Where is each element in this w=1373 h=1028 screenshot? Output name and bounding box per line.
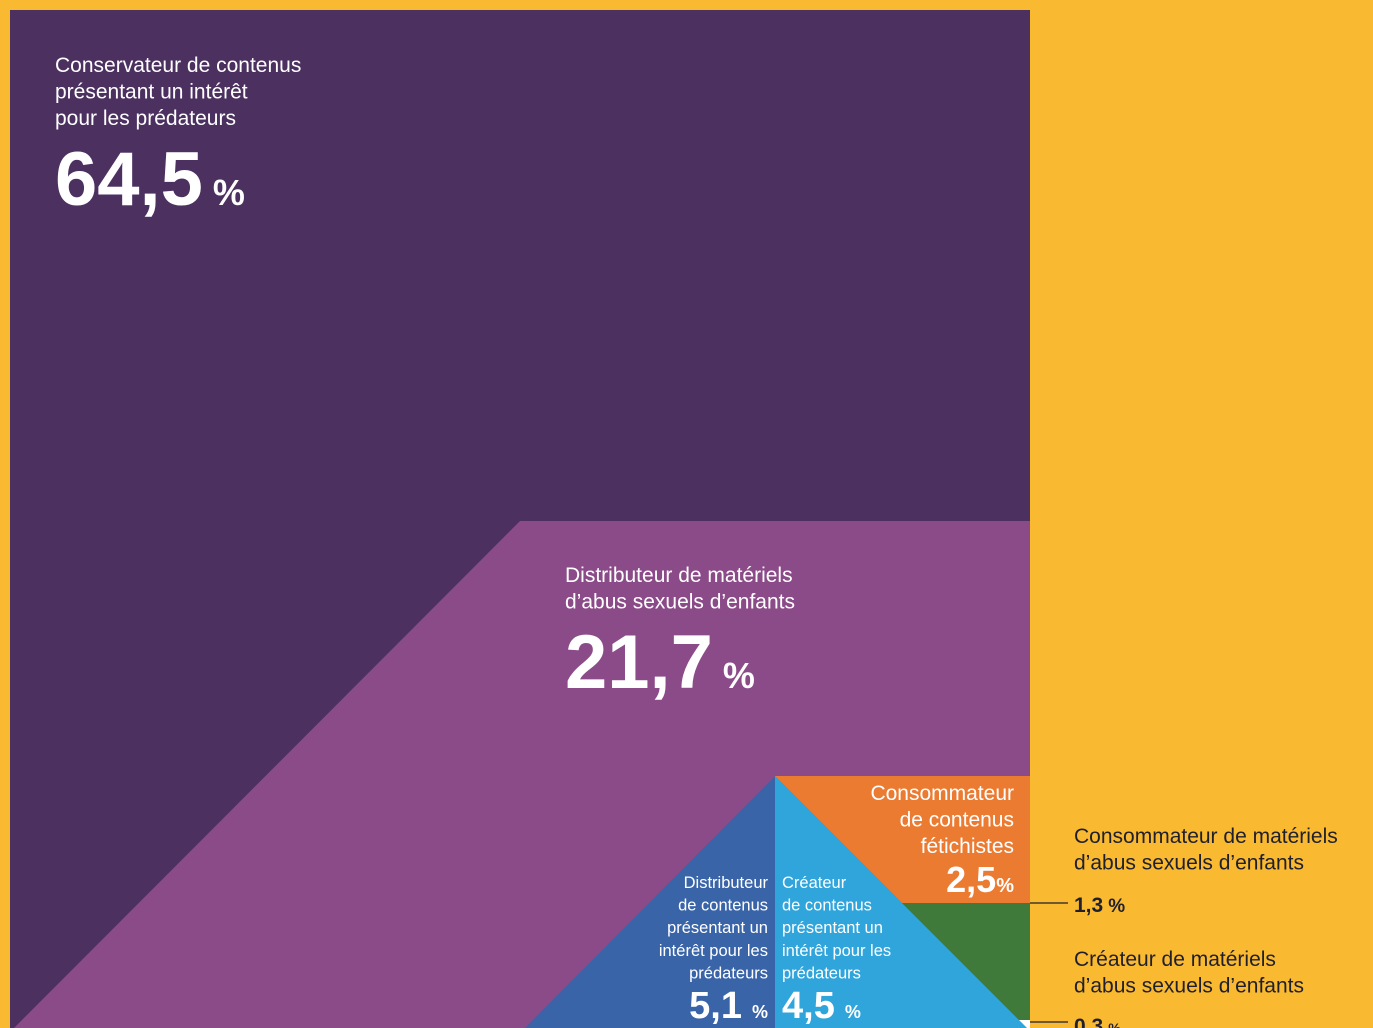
category-label: présentant un: [667, 919, 768, 937]
category-label: Conservateur de contenus: [55, 54, 301, 77]
category-label: fétichistes: [921, 835, 1014, 858]
category-label: Consommateur: [870, 782, 1014, 805]
category-label: de contenus: [782, 897, 872, 915]
value-unit: %: [752, 1002, 768, 1022]
category-label: Distributeur de matériels: [565, 564, 793, 587]
category-label: présentant un: [782, 919, 883, 937]
value-label: 1,3%: [1074, 894, 1125, 917]
category-label: présentant un intérêt: [55, 81, 248, 104]
value-label: 4,5%: [782, 985, 861, 1027]
value-number: 0,3: [1074, 1015, 1103, 1028]
category-label: intérêt pour les: [659, 942, 768, 960]
category-label: intérêt pour les: [782, 942, 891, 960]
value-unit: %: [996, 875, 1014, 897]
value-number: 4,5: [782, 985, 835, 1027]
category-label: d’abus sexuels d’enfants: [565, 591, 795, 614]
category-label: de contenus: [678, 897, 768, 915]
area: [902, 903, 1030, 1020]
category-label: de contenus: [900, 809, 1014, 832]
value-label: 5,1%: [689, 985, 768, 1027]
value-unit: %: [723, 655, 755, 696]
area: [1019, 1020, 1030, 1028]
value-number: 1,3: [1074, 894, 1103, 917]
value-label: 21,7%: [565, 620, 755, 705]
value-unit: %: [1108, 1020, 1121, 1028]
category-label: Distributeur: [684, 874, 769, 892]
area: [775, 776, 1030, 903]
category-label: d’abus sexuels d’enfants: [1074, 975, 1304, 998]
value-number: 2,5: [946, 859, 996, 900]
value-unit: %: [845, 1002, 861, 1022]
value-number: 64,5: [55, 137, 203, 222]
value-number: 21,7: [565, 620, 713, 705]
value-label: 2,5%: [946, 859, 1014, 900]
category-label: d’abus sexuels d’enfants: [1074, 852, 1304, 875]
value-unit: %: [1108, 896, 1125, 917]
category-label: prédateurs: [782, 964, 861, 982]
area: [525, 776, 775, 1028]
value-unit: %: [213, 172, 245, 213]
category-label: Créateur: [782, 874, 847, 892]
category-label: pour les prédateurs: [55, 107, 236, 130]
category-label: Créateur de matériels: [1074, 948, 1276, 971]
value-label: 64,5%: [55, 137, 245, 222]
category-label: Consommateur de matériels: [1074, 825, 1338, 848]
category-label: prédateurs: [689, 964, 768, 982]
value-label: 0,3%: [1074, 1015, 1121, 1028]
value-number: 5,1: [689, 985, 742, 1027]
